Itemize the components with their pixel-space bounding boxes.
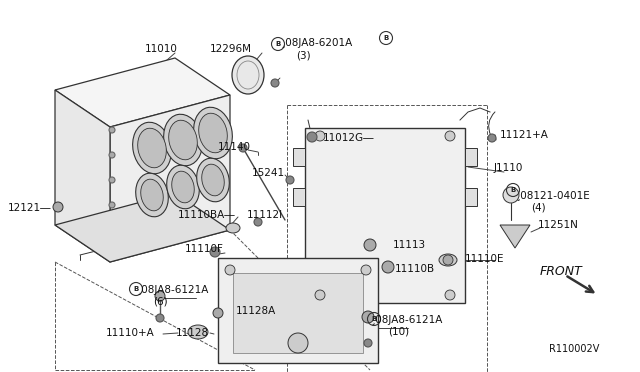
Text: 15241: 15241 (252, 168, 285, 178)
Circle shape (488, 134, 496, 142)
Ellipse shape (198, 113, 227, 153)
Text: FRONT: FRONT (540, 265, 583, 278)
Bar (305, 128, 465, 303)
Circle shape (503, 187, 519, 203)
Text: 11110+A: 11110+A (106, 328, 155, 338)
Text: 11128A: 11128A (236, 306, 276, 316)
Ellipse shape (196, 158, 229, 202)
Bar (233, 273, 363, 353)
Text: ¸08JA8-6201A: ¸08JA8-6201A (280, 38, 352, 48)
Text: 11128: 11128 (176, 328, 209, 338)
Circle shape (156, 314, 164, 322)
Polygon shape (500, 225, 530, 248)
Text: 11110F: 11110F (185, 244, 224, 254)
Circle shape (53, 202, 63, 212)
Circle shape (445, 290, 455, 300)
Polygon shape (55, 193, 230, 262)
Circle shape (109, 202, 115, 208)
Text: 11110B: 11110B (395, 264, 435, 274)
Circle shape (271, 79, 279, 87)
Ellipse shape (172, 171, 195, 203)
Circle shape (445, 131, 455, 141)
Bar (293, 148, 305, 166)
Text: 12121―: 12121― (8, 203, 51, 213)
Text: 11140: 11140 (218, 142, 251, 152)
Text: 11112I: 11112I (247, 210, 283, 220)
Polygon shape (110, 95, 230, 262)
Polygon shape (55, 90, 110, 262)
Circle shape (155, 291, 165, 301)
Text: (6): (6) (153, 297, 168, 307)
Text: 11010: 11010 (145, 44, 178, 54)
Ellipse shape (226, 223, 240, 233)
Circle shape (382, 261, 394, 273)
Text: 11251N: 11251N (538, 220, 579, 230)
Ellipse shape (141, 179, 163, 211)
Text: J1110: J1110 (494, 163, 524, 173)
Text: B: B (275, 41, 280, 47)
Bar (293, 188, 305, 206)
Circle shape (109, 127, 115, 133)
Bar (465, 188, 477, 206)
Ellipse shape (194, 107, 232, 159)
Text: (10): (10) (388, 327, 409, 337)
Text: 12296M: 12296M (210, 44, 252, 54)
Circle shape (361, 265, 371, 275)
Circle shape (362, 311, 374, 323)
Text: B: B (371, 316, 376, 322)
Circle shape (307, 132, 317, 142)
Ellipse shape (166, 165, 199, 209)
Circle shape (443, 255, 453, 265)
Ellipse shape (164, 114, 202, 166)
Text: B: B (133, 286, 139, 292)
Circle shape (213, 308, 223, 318)
Circle shape (109, 177, 115, 183)
Circle shape (364, 339, 372, 347)
Circle shape (239, 144, 247, 152)
Text: B: B (510, 187, 516, 193)
Text: 11110E: 11110E (465, 254, 504, 264)
Text: 11121+A: 11121+A (500, 130, 549, 140)
Ellipse shape (136, 173, 168, 217)
Ellipse shape (439, 254, 457, 266)
Text: ¸08121-0401E: ¸08121-0401E (515, 190, 589, 200)
Text: B: B (383, 35, 388, 41)
Text: ¸08JA8-6121A: ¸08JA8-6121A (136, 285, 209, 295)
Ellipse shape (132, 122, 172, 174)
Text: (4): (4) (531, 202, 546, 212)
Text: 11110BA―: 11110BA― (178, 210, 236, 220)
Ellipse shape (169, 120, 197, 160)
Circle shape (225, 265, 235, 275)
Circle shape (210, 247, 220, 257)
Text: 11012G―: 11012G― (323, 133, 374, 143)
Circle shape (364, 239, 376, 251)
Text: 11113: 11113 (393, 240, 426, 250)
Circle shape (254, 218, 262, 226)
Ellipse shape (232, 56, 264, 94)
Circle shape (315, 290, 325, 300)
Circle shape (109, 152, 115, 158)
Ellipse shape (202, 164, 224, 196)
Circle shape (315, 131, 325, 141)
Text: ¸08JA8-6121A: ¸08JA8-6121A (370, 315, 442, 325)
Text: (3): (3) (296, 50, 310, 60)
Polygon shape (55, 58, 230, 127)
Circle shape (288, 333, 308, 353)
Bar (465, 148, 477, 166)
Circle shape (286, 176, 294, 184)
Text: R110002V: R110002V (549, 344, 600, 354)
Bar (218, 258, 378, 363)
Ellipse shape (188, 325, 208, 339)
Ellipse shape (138, 128, 166, 168)
